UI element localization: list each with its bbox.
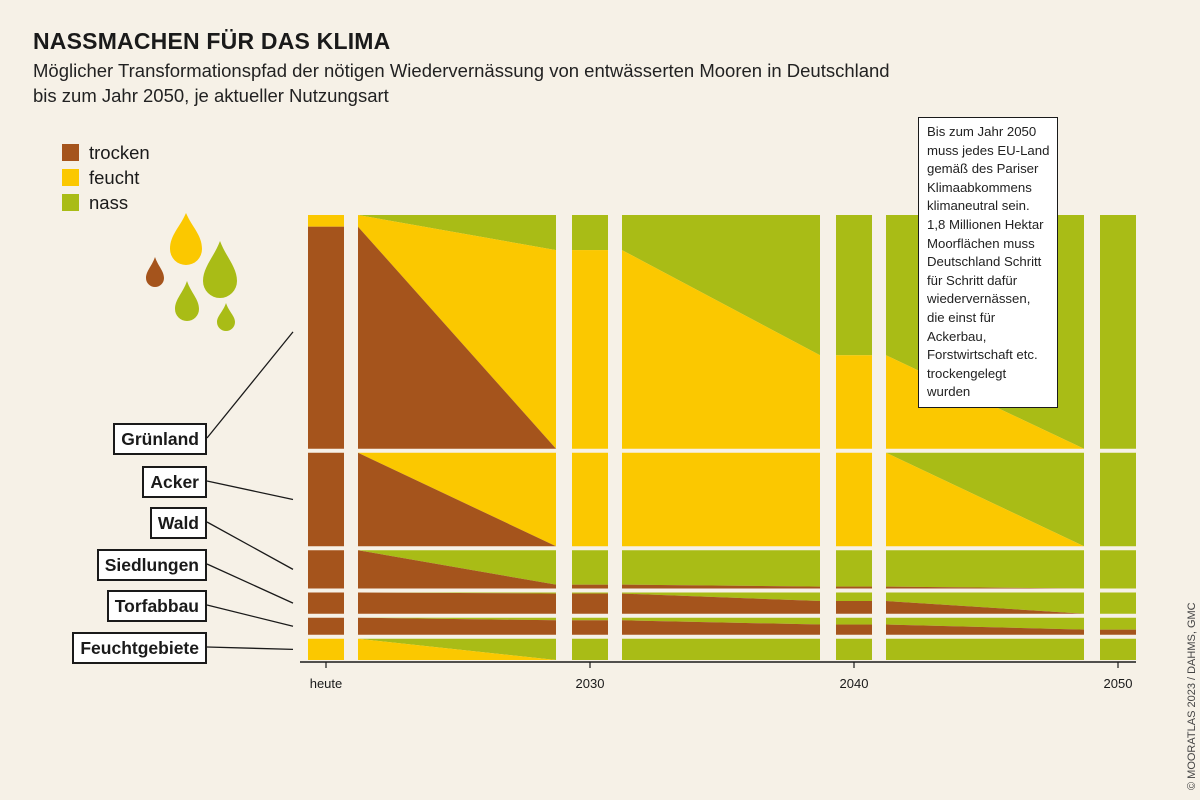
legend-item-nass: nass (62, 190, 150, 215)
category-label-feuchtgebiete: Feuchtgebiete (72, 632, 207, 664)
legend-swatch-feucht (62, 169, 79, 186)
area-grünland-feucht-0 (358, 215, 556, 449)
category-label-grünland: Grünland (113, 423, 207, 455)
area-torfabbau-nass-0 (358, 617, 556, 621)
leader-line-wald (206, 521, 294, 570)
chart-title: NASSMACHEN FÜR DAS KLIMA (33, 28, 391, 54)
drop-icon-green (175, 281, 199, 321)
column-bar-wald-trocken-2 (836, 586, 872, 589)
column-bar-grünland-feucht-1 (572, 250, 608, 449)
column-bar-feuchtgebiete-nass-1 (572, 638, 608, 660)
area-wald-trocken-0 (358, 550, 556, 589)
column-bar-torfabbau-trocken-0 (308, 617, 344, 635)
legend-label-trocken: trocken (89, 141, 150, 163)
x-tick-label: 2030 (576, 676, 605, 691)
area-wald-trocken-1 (622, 584, 820, 589)
column-bar-torfabbau-nass-2 (836, 617, 872, 625)
area-feuchtgebiete-nass-2 (886, 638, 1084, 660)
area-siedlungen-trocken-2 (886, 601, 1084, 614)
column-bar-grünland-trocken-0 (308, 226, 344, 449)
leader-line-feuchtgebiete (206, 646, 294, 651)
legend-item-feucht: feucht (62, 165, 150, 190)
column-bar-wald-trocken-0 (308, 550, 344, 589)
area-torfabbau-trocken-2 (886, 624, 1084, 635)
area-acker-feucht-2 (886, 452, 1084, 547)
area-grünland-feucht-1 (622, 250, 820, 449)
area-feuchtgebiete-nass-1 (622, 638, 820, 660)
drop-icon-green (203, 241, 237, 298)
column-bar-feuchtgebiete-nass-2 (836, 638, 872, 660)
x-tick-label: heute (310, 676, 343, 691)
leader-line-torfabbau (206, 604, 294, 627)
column-bar-wald-nass-1 (572, 550, 608, 585)
area-acker-feucht-1 (622, 452, 820, 547)
column-bar-grünland-feucht-0 (308, 215, 344, 227)
column-bar-acker-feucht-1 (572, 452, 608, 547)
legend: trocken feucht nass (62, 140, 150, 215)
x-tick-label: 2040 (840, 676, 869, 691)
water-drops-illustration (146, 213, 237, 331)
legend-label-nass: nass (89, 191, 129, 213)
legend-item-trocken: trocken (62, 140, 150, 165)
column-bar-siedlungen-trocken-0 (308, 592, 344, 614)
column-bar-acker-trocken-0 (308, 452, 344, 547)
column-bar-grünland-nass-1 (572, 215, 608, 251)
column-bar-torfabbau-nass-1 (572, 617, 608, 621)
area-siedlungen-trocken-0 (358, 592, 556, 614)
category-label-wald: Wald (149, 507, 207, 539)
column-bar-siedlungen-nass-3 (1100, 592, 1136, 614)
area-wald-nass-1 (622, 550, 820, 587)
category-label-torfabbau: Torfabbau (106, 590, 207, 622)
column-bar-torfabbau-trocken-3 (1100, 629, 1136, 635)
chart-subtitle: Möglicher Transformationspfad der nötige… (33, 60, 890, 106)
legend-swatch-nass (62, 194, 79, 211)
column-bar-feuchtgebiete-feucht-0 (308, 638, 344, 660)
drop-icon-yellow (170, 213, 202, 265)
column-bar-siedlungen-nass-1 (572, 592, 608, 594)
column-bar-grünland-feucht-2 (836, 355, 872, 449)
area-siedlungen-trocken-1 (622, 593, 820, 614)
column-bar-wald-trocken-1 (572, 584, 608, 589)
column-bar-wald-nass-2 (836, 550, 872, 587)
leader-line-siedlungen (206, 563, 294, 604)
area-feuchtgebiete-feucht-0 (358, 638, 556, 660)
column-bar-acker-nass-3 (1100, 452, 1136, 547)
column-bar-feuchtgebiete-nass-3 (1100, 638, 1136, 660)
legend-swatch-trocken (62, 144, 79, 161)
area-torfabbau-nass-2 (886, 617, 1084, 630)
column-bar-grünland-nass-3 (1100, 215, 1136, 449)
area-grünland-nass-1 (622, 215, 820, 356)
area-wald-trocken-2 (886, 586, 1084, 589)
category-label-acker: Acker (142, 466, 207, 498)
leader-line-acker (206, 480, 294, 501)
area-acker-trocken-0 (358, 452, 556, 547)
area-torfabbau-trocken-0 (358, 617, 556, 635)
x-tick-label: 2050 (1104, 676, 1133, 691)
category-label-siedlungen: Siedlungen (96, 549, 207, 581)
leader-line-grünland (206, 331, 294, 439)
drop-icon-brown (146, 257, 164, 287)
column-bar-siedlungen-trocken-2 (836, 601, 872, 614)
info-note: Bis zum Jahr 2050 muss jedes EU-Land gem… (918, 117, 1058, 408)
area-torfabbau-trocken-1 (622, 620, 820, 635)
area-grünland-trocken-0 (358, 226, 556, 449)
area-torfabbau-nass-1 (622, 617, 820, 625)
drop-icon-green (217, 303, 235, 331)
column-bar-torfabbau-trocken-2 (836, 624, 872, 635)
area-siedlungen-nass-1 (622, 592, 820, 601)
area-wald-nass-0 (358, 550, 556, 585)
column-bar-siedlungen-nass-2 (836, 592, 872, 601)
area-siedlungen-nass-2 (886, 592, 1084, 614)
legend-label-feucht: feucht (89, 166, 140, 188)
column-bar-torfabbau-trocken-1 (572, 620, 608, 635)
column-bar-siedlungen-trocken-1 (572, 593, 608, 614)
column-bar-grünland-nass-2 (836, 215, 872, 356)
area-wald-nass-2 (886, 550, 1084, 589)
column-bar-acker-feucht-2 (836, 452, 872, 547)
column-bar-torfabbau-nass-3 (1100, 617, 1136, 630)
credit: © MOORATLAS 2023 / DAHMS, GMC (1186, 602, 1198, 790)
column-bar-wald-nass-3 (1100, 550, 1136, 589)
